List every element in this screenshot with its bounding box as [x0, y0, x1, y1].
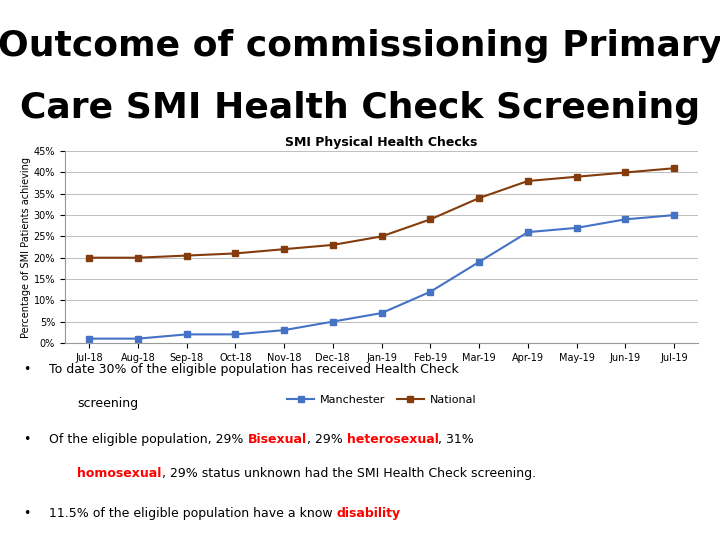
Text: Bisexual: Bisexual	[248, 434, 307, 447]
Text: , 29%: , 29%	[307, 434, 346, 447]
Text: , 31%: , 31%	[438, 434, 474, 447]
Text: 11.5% of the eligible population have a know: 11.5% of the eligible population have a …	[49, 507, 337, 520]
Text: •: •	[23, 434, 30, 447]
Text: Care SMI Health Check Screening: Care SMI Health Check Screening	[20, 91, 700, 125]
Title: SMI Physical Health Checks: SMI Physical Health Checks	[285, 136, 478, 148]
Text: To date 30% of the eligible population has received Health Check: To date 30% of the eligible population h…	[49, 363, 459, 376]
Text: Of the eligible population, 29%: Of the eligible population, 29%	[49, 434, 248, 447]
Text: disability: disability	[337, 507, 401, 520]
Text: heterosexual: heterosexual	[346, 434, 438, 447]
Text: screening: screening	[77, 396, 138, 409]
Text: •: •	[23, 363, 30, 376]
Y-axis label: Percentage of SMI Patients achieving: Percentage of SMI Patients achieving	[21, 157, 31, 338]
Text: Outcome of commissioning Primary: Outcome of commissioning Primary	[0, 29, 720, 63]
Legend: Manchester, National: Manchester, National	[282, 390, 481, 409]
Text: homosexual: homosexual	[77, 467, 161, 480]
Text: •: •	[23, 507, 30, 520]
Text: , 29% status unknown had the SMI Health Check screening.: , 29% status unknown had the SMI Health …	[161, 467, 536, 480]
